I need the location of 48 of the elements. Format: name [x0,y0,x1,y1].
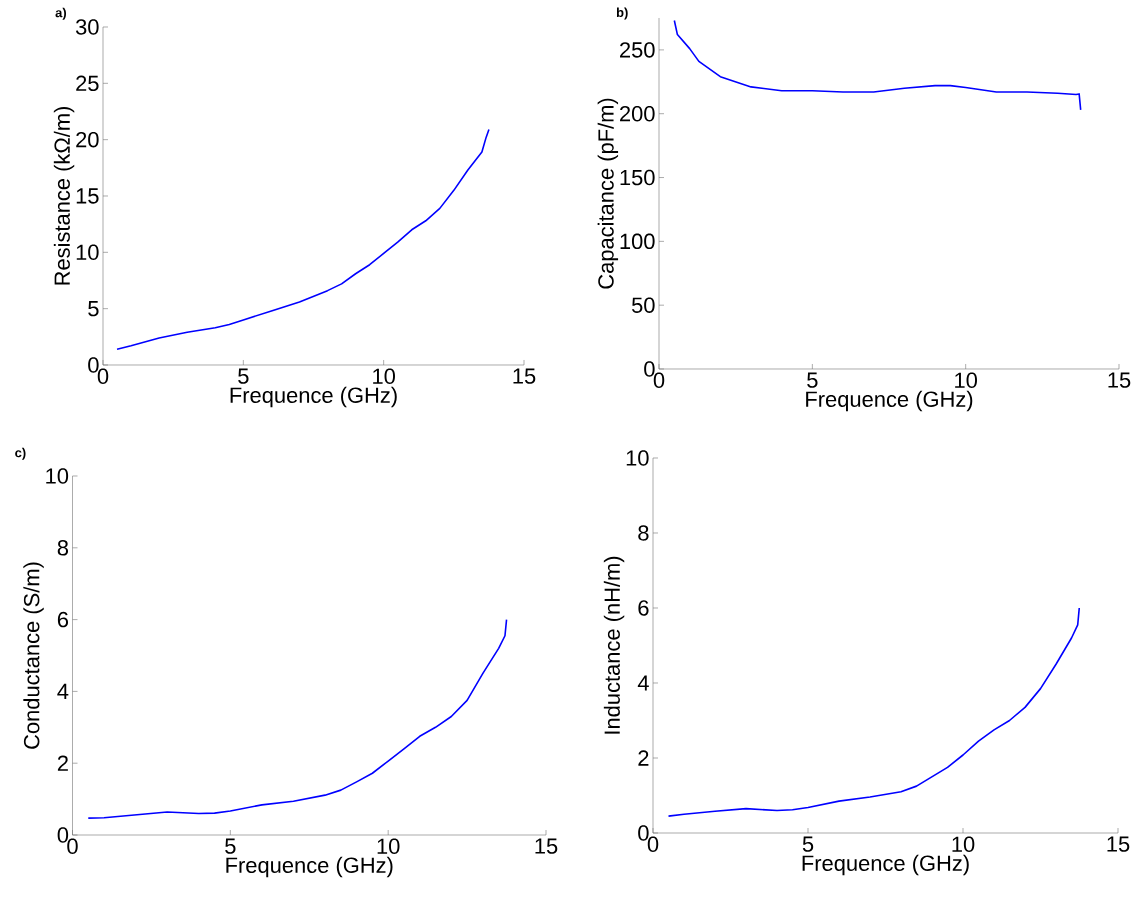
x-tick-label: 10 [377,838,400,855]
y-tick-label: 10 [46,468,69,484]
x-tick-label: 10 [373,368,395,385]
y-tick-label: 10 [76,244,99,261]
y-tick-label: 6 [57,611,69,628]
y-axis-title: Conductance (S/m) [23,562,44,749]
x-axis-title: Frequence (GHz) [806,390,973,412]
y-tick-label: 6 [638,600,649,616]
y-axis-title: Resistance (kΩ/m) [53,106,75,285]
chart-title: c) [15,447,26,460]
x-tick-label: 10 [952,836,975,853]
x-tick-label: 5 [225,838,236,854]
x-tick-label: 15 [1107,836,1130,852]
line-series [673,19,1082,111]
y-tick-label: 2 [638,750,649,766]
x-tick-label: 15 [535,838,558,854]
y-tick-label: 200 [620,105,655,122]
x-tick-label: 15 [513,368,536,384]
x-tick-label: 15 [1108,372,1131,388]
y-tick-label: 2 [57,755,68,771]
y-tick-label: 10 [626,450,649,466]
y-tick-label: 30 [75,19,99,35]
y-tick-label: 4 [57,683,69,699]
x-tick-label: 5 [238,368,249,384]
line-series [116,128,490,351]
chart-title: a) [55,7,67,20]
x-tick-label: 10 [955,372,977,389]
x-axis-title: Frequence (GHz) [226,856,393,878]
y-tick-label: 250 [620,42,655,58]
y-axis-title: Capacitance (pF/m) [597,98,619,289]
x-tick-label: 5 [807,372,818,388]
y-tick-label: 20 [76,131,99,148]
y-tick-label: 15 [76,188,99,204]
y-tick-label: 4 [637,675,649,691]
x-tick-label: 5 [802,836,814,852]
chart-title: b) [616,7,628,20]
x-axis-title: Frequence (GHz) [802,854,969,876]
y-tick-label: 0 [88,357,99,373]
x-axis-title: Frequence (GHz) [230,386,397,408]
y-tick-label: 8 [638,525,649,541]
y-tick-label: 8 [57,540,69,556]
y-tick-label: 0 [638,825,649,841]
y-tick-label: 100 [620,233,655,250]
y-tick-label: 50 [631,297,655,313]
y-axis-title: Inductance (nH/m) [603,556,625,734]
y-tick-label: 25 [76,75,99,92]
y-tick-label: 150 [620,169,655,186]
y-tick-label: 5 [88,301,99,317]
